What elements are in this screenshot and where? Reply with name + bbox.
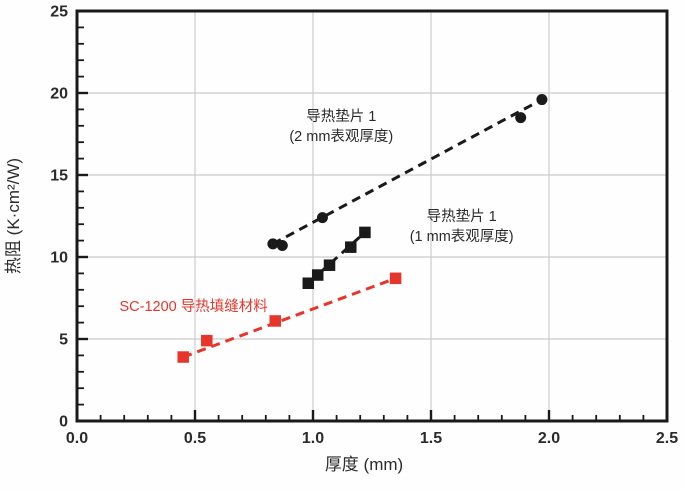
y-tick-labels: 0 5 10 15 20 25 (50, 4, 68, 431)
x-tick-label: 2.0 (538, 430, 560, 447)
plot-frame (75, 9, 669, 423)
axis-ticks (75, 9, 669, 423)
y-tick-label: 20 (50, 86, 68, 103)
x-tick-labels: 0.0 0.5 1.0 1.5 2.0 2.5 (66, 430, 678, 447)
data-point-square (311, 269, 324, 281)
data-point-square (302, 277, 315, 289)
data-point-circle (267, 238, 279, 250)
data-point-circle (276, 240, 288, 252)
series-annotation-label: 导热垫片 1 (427, 208, 497, 225)
data-point-square (359, 226, 371, 239)
series-0 (267, 94, 548, 252)
trend-line (307, 231, 366, 285)
x-tick-label: 1.0 (302, 430, 324, 447)
trend-line (182, 276, 397, 359)
series-1 (302, 226, 371, 289)
x-tick-label: 0.5 (184, 430, 206, 447)
data-point-square (345, 241, 357, 253)
data-point-square (201, 334, 213, 347)
data-point-circle (536, 94, 548, 106)
x-axis-title: 厚度 (mm) (325, 455, 403, 474)
y-tick-label: 25 (50, 4, 68, 21)
series-annotations: 导热垫片 1 (2 mm表观厚度) 导热垫片 1 (1 mm表观厚度) SC-1200 … (119, 108, 513, 315)
series-annotation-label: 导热垫片 1 (306, 108, 376, 125)
y-tick-label: 10 (50, 250, 68, 267)
data-point-square (389, 272, 402, 285)
data-point-square (177, 351, 189, 363)
y-axis-title: 热阻 (K·cm²/W) (4, 158, 23, 274)
series-annotation-label: (2 mm表观厚度) (289, 128, 393, 145)
x-tick-label: 2.5 (656, 430, 678, 447)
data-point-square (269, 315, 281, 327)
y-tick-label: 15 (50, 168, 68, 185)
series-2 (177, 272, 402, 363)
data-point-circle (316, 212, 328, 224)
y-tick-label: 5 (59, 332, 68, 349)
data-point-square (323, 259, 336, 271)
series-annotation-label: (1 mm表观厚度) (410, 228, 514, 245)
gridlines (77, 11, 667, 421)
series-annotation-label: SC-1200 导热填缝材料 (119, 298, 267, 315)
y-tick-label: 0 (59, 414, 68, 431)
x-tick-label: 0.0 (66, 430, 88, 447)
data-point-circle (515, 112, 527, 124)
x-tick-label: 1.5 (420, 430, 442, 447)
